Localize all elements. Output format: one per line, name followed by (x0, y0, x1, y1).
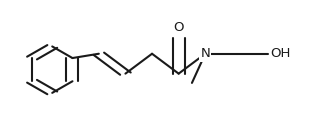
Text: N: N (200, 47, 210, 60)
Text: OH: OH (270, 47, 291, 60)
Text: O: O (173, 21, 184, 34)
